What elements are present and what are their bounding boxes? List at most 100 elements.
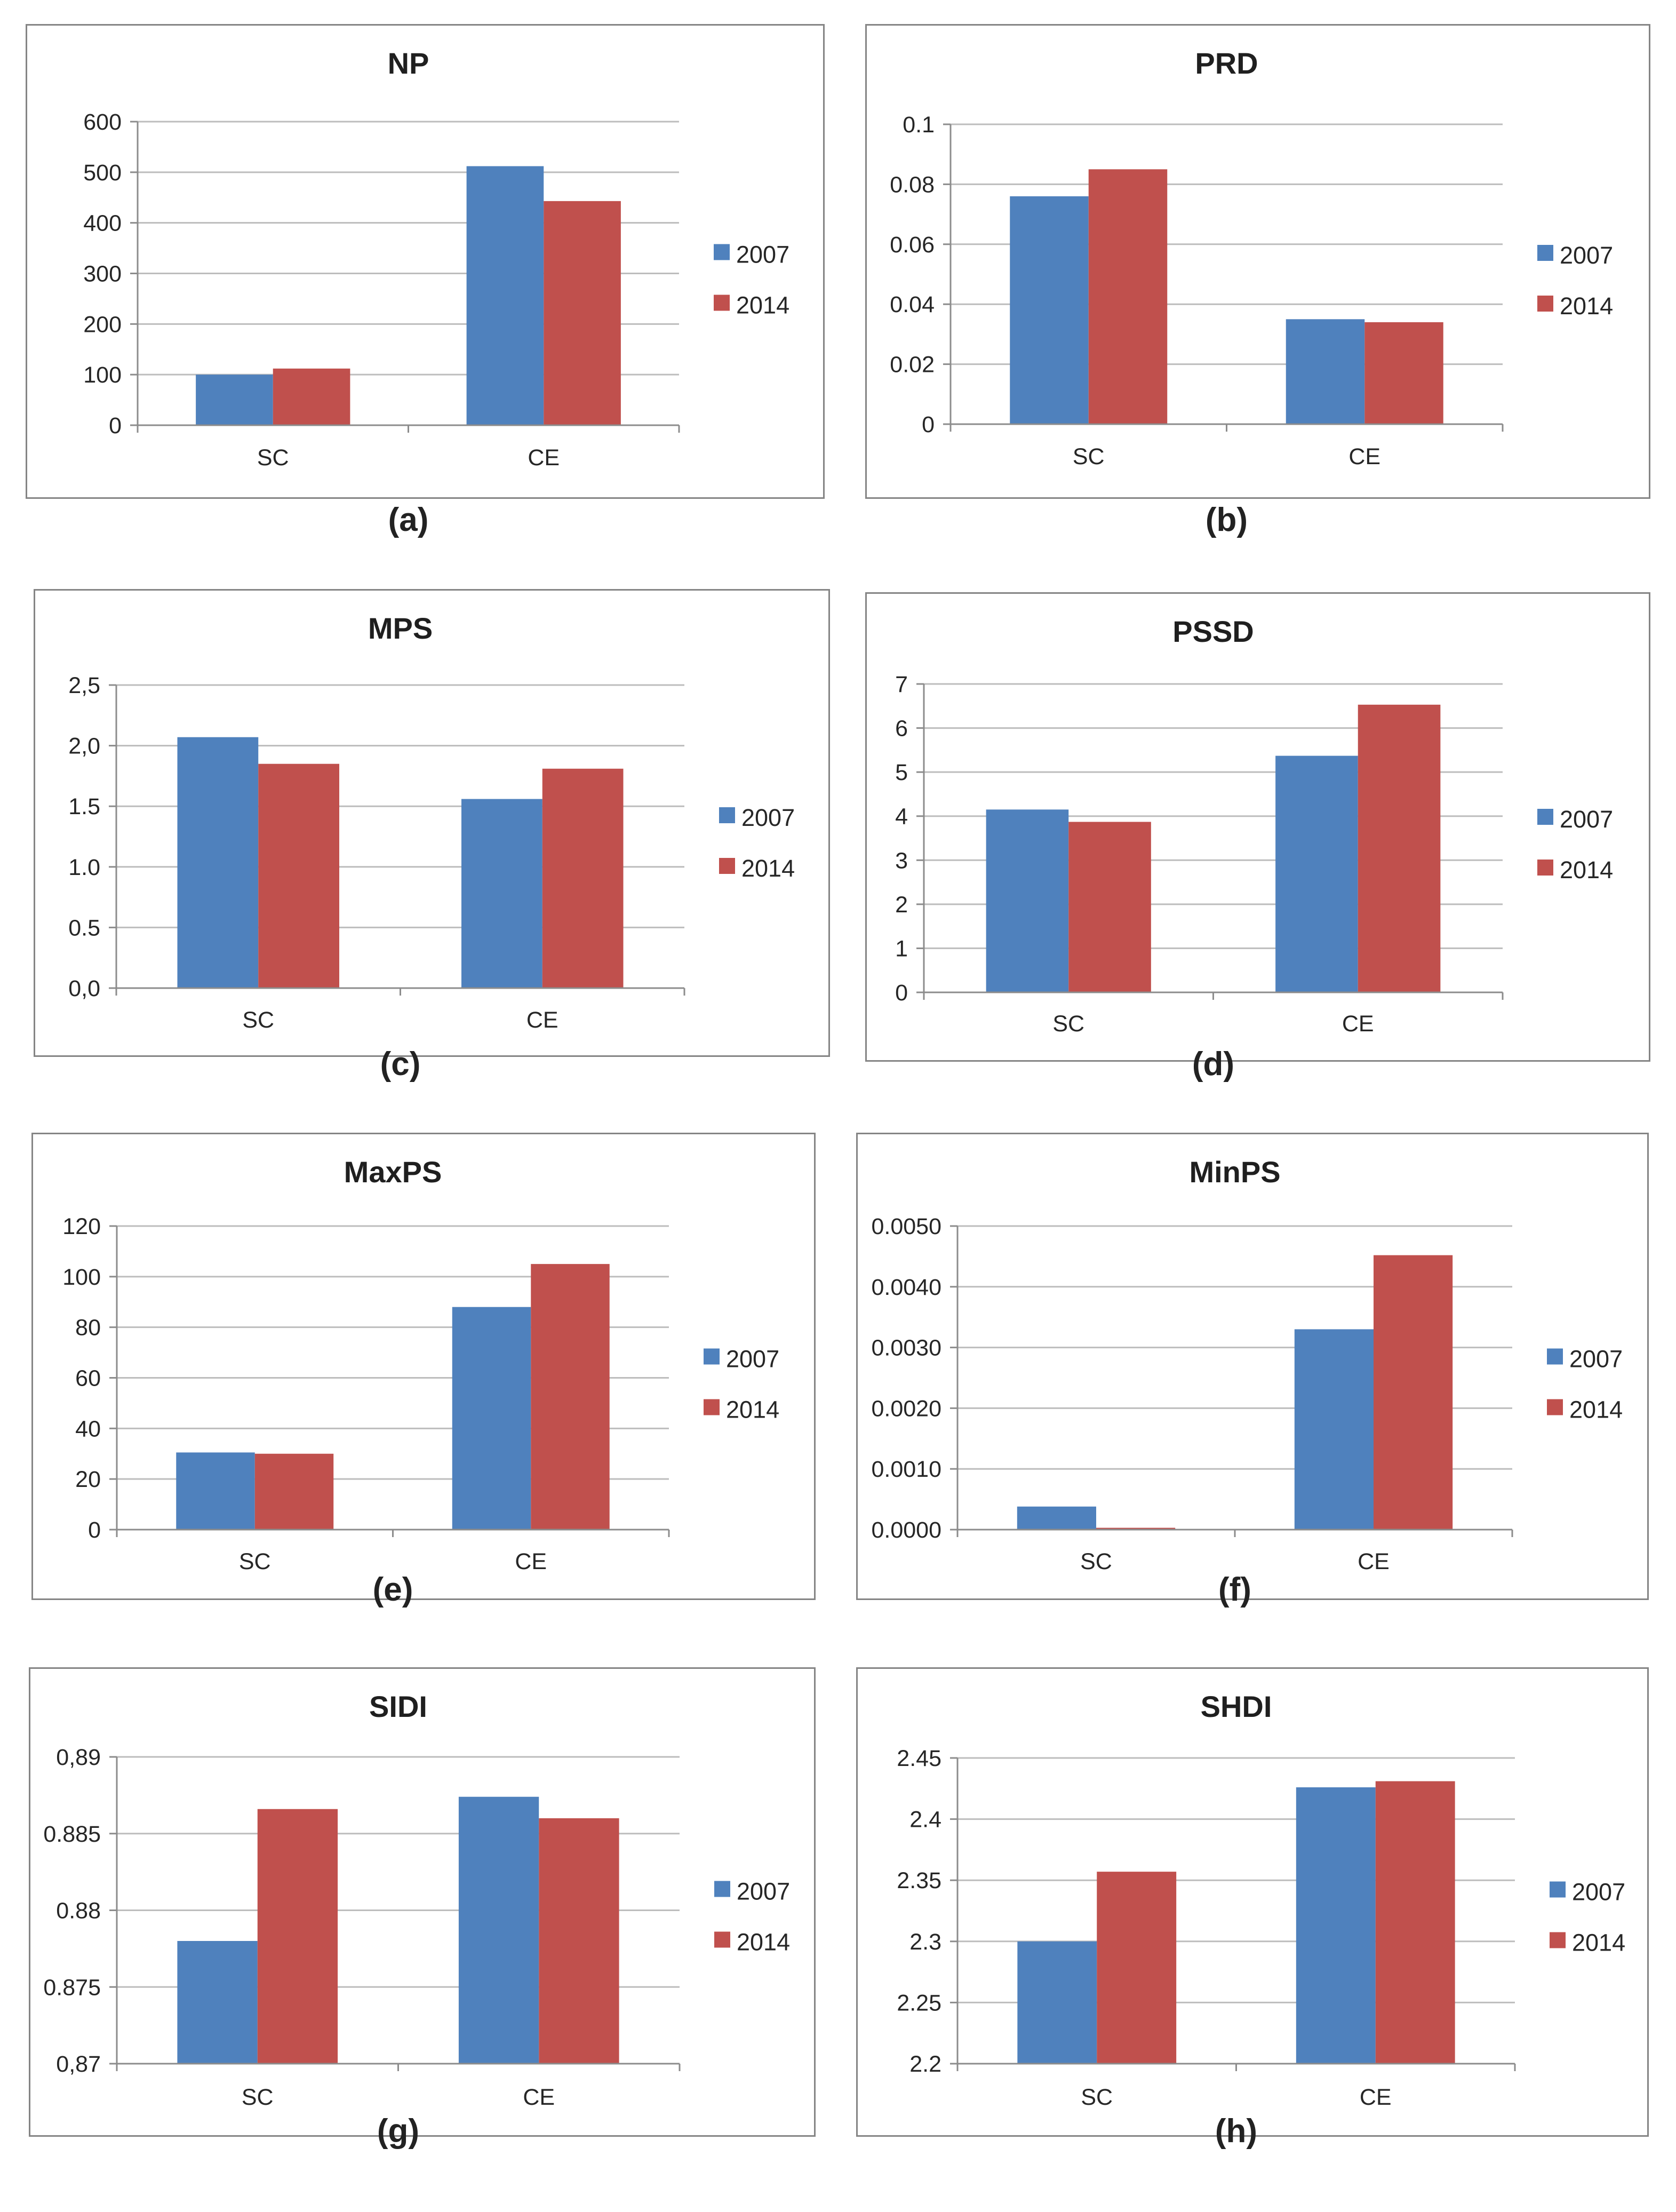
chart-panel-c: 0,0 0.5 1.0 1.5 2,0 2,5 SC CE MPS 2007 2014 (34, 589, 830, 1057)
legend-swatch-2014 (714, 295, 730, 311)
y-tick-label: 60 (75, 1366, 101, 1391)
y-tick-label: 0.0050 (871, 1214, 941, 1239)
bar-ce-2007 (461, 799, 542, 988)
chart-panel-h: 2.2 2.25 2.3 2.35 2.4 2.45 SC CE SHDI 2007 2014 (856, 1667, 1649, 2137)
legend-swatch-2007 (1550, 1881, 1566, 1898)
y-tick-label: 1.0 (68, 855, 100, 880)
bar-sc-2014 (1097, 1872, 1177, 2064)
y-tick-label: 0.885 (43, 1821, 101, 1847)
chart-panel-f: 0.0000 0.0010 0.0020 0.0030 0.0040 0.0050 SC CE… (856, 1133, 1649, 1600)
chart-panel-g: 0,87 0.875 0.88 0.885 0,89 SC CE SIDI 2007 2014 (29, 1667, 816, 2137)
figure-caption-h: (h) (1215, 2113, 1258, 2150)
chart-title: MinPS (1189, 1155, 1280, 1189)
legend-label-2014: 2014 (1560, 292, 1613, 320)
legend-label-2007: 2007 (1572, 1879, 1625, 1906)
chart-svg-e: 0 20 40 60 80 100 120 SC CE MaxPS 2007 2014 (62, 1155, 779, 1574)
figure-caption-f: (f) (1218, 1571, 1251, 1608)
legend-swatch-2007 (1537, 245, 1553, 261)
bar-sc-2014 (257, 1809, 338, 2064)
legend-swatch-2007 (714, 244, 730, 260)
y-tick-label: 0.08 (890, 172, 935, 197)
bar-sc-2014 (1068, 822, 1151, 992)
bar-sc-2007 (986, 809, 1069, 992)
y-tick-label: 400 (83, 211, 122, 236)
legend-swatch-2007 (704, 1348, 720, 1365)
x-category-label: CE (515, 1549, 547, 1574)
x-category-label: SC (1081, 2084, 1113, 2110)
y-tick-label: 0.06 (890, 232, 935, 258)
y-tick-label: 40 (75, 1416, 101, 1442)
y-tick-label: 0.0030 (871, 1335, 941, 1361)
chart-title: PRD (1195, 46, 1258, 80)
chart-frame (34, 589, 830, 1057)
legend-label-2007: 2007 (1560, 242, 1613, 269)
y-tick-label: 0 (895, 980, 908, 1006)
x-category-label: CE (1360, 2084, 1392, 2110)
y-tick-label: 0,0 (68, 976, 100, 1001)
y-tick-label: 2,5 (68, 673, 100, 698)
bar-ce-2014 (542, 768, 624, 988)
legend-swatch-2014 (714, 1931, 730, 1948)
bar-sc-2014 (1088, 169, 1168, 424)
y-tick-label: 100 (62, 1264, 101, 1290)
legend-label-2014: 2014 (737, 1929, 790, 1956)
y-tick-label: 5 (895, 760, 908, 785)
legend-label-2007: 2007 (1560, 806, 1613, 833)
y-tick-label: 0.0000 (871, 1517, 941, 1543)
chart-title: SHDI (1201, 1690, 1272, 1723)
chart-svg-h: 2.2 2.25 2.3 2.35 2.4 2.45 SC CE SHDI 2007 2014 (897, 1690, 1625, 2110)
y-tick-label: 600 (83, 109, 122, 135)
legend-label-2007: 2007 (726, 1346, 779, 1373)
bar-ce-2007 (1294, 1329, 1374, 1530)
bar-sc-2007 (1017, 1506, 1096, 1530)
x-category-label: CE (1342, 1011, 1374, 1037)
x-category-label: SC (239, 1549, 271, 1574)
y-tick-label: 6 (895, 716, 908, 742)
legend-swatch-2014 (704, 1399, 720, 1415)
bar-sc-2007 (176, 1452, 255, 1530)
chart-title: MPS (368, 611, 433, 645)
figure-caption-b: (b) (1205, 502, 1248, 538)
bar-sc-2007 (1010, 196, 1089, 424)
legend-swatch-2014 (1537, 296, 1553, 312)
chart-svg-d: 0 1 2 3 4 5 6 7 SC CE PSSD 2007 2014 (895, 615, 1613, 1037)
y-tick-label: 3 (895, 848, 908, 873)
bar-ce-2014 (544, 201, 621, 425)
chart-title: PSSD (1172, 615, 1254, 648)
y-tick-label: 0.02 (890, 352, 935, 378)
bar-sc-2014 (1096, 1527, 1176, 1530)
chart-frame (865, 24, 1650, 499)
y-tick-label: 0.0010 (871, 1457, 941, 1482)
legend-swatch-2007 (1537, 809, 1553, 825)
bar-ce-2014 (1374, 1255, 1453, 1530)
bar-ce-2014 (1358, 704, 1441, 992)
chart-svg-g: 0,87 0.875 0.88 0.885 0,89 SC CE SIDI 2007 2014 (43, 1690, 790, 2110)
x-category-label: CE (528, 445, 560, 471)
x-category-label: SC (242, 2084, 274, 2110)
legend-label-2014: 2014 (736, 292, 789, 319)
legend-label-2014: 2014 (1569, 1396, 1623, 1423)
bar-sc-2014 (258, 763, 340, 988)
chart-svg-c: 0,0 0.5 1.0 1.5 2,0 2,5 SC CE MPS 2007 2014 (68, 611, 795, 1033)
y-tick-label: 300 (83, 261, 122, 287)
legend-label-2007: 2007 (736, 241, 789, 268)
figure-caption-d: (d) (1192, 1046, 1235, 1083)
chart-frame (31, 1133, 816, 1600)
y-tick-label: 0.0020 (871, 1396, 941, 1421)
legend-label-2014: 2014 (726, 1396, 779, 1423)
legend-label-2014: 2014 (1572, 1929, 1625, 1956)
x-category-label: CE (1358, 1549, 1390, 1574)
y-tick-label: 0.0040 (871, 1275, 941, 1300)
bar-ce-2014 (1364, 322, 1443, 424)
x-category-label: SC (1052, 1011, 1084, 1037)
legend-swatch-2007 (719, 807, 735, 823)
bar-ce-2007 (1275, 755, 1358, 992)
y-tick-label: 0 (922, 412, 935, 437)
legend-swatch-2014 (1550, 1932, 1566, 1948)
bar-sc-2014 (273, 368, 350, 425)
x-category-label: CE (523, 2084, 555, 2110)
legend-label-2007: 2007 (1569, 1346, 1623, 1373)
bar-sc-2007 (177, 737, 259, 988)
chart-svg-a: 0 100 200 300 400 500 600 SC CE NP 2007 2014 (83, 46, 789, 471)
bar-sc-2014 (254, 1453, 334, 1530)
